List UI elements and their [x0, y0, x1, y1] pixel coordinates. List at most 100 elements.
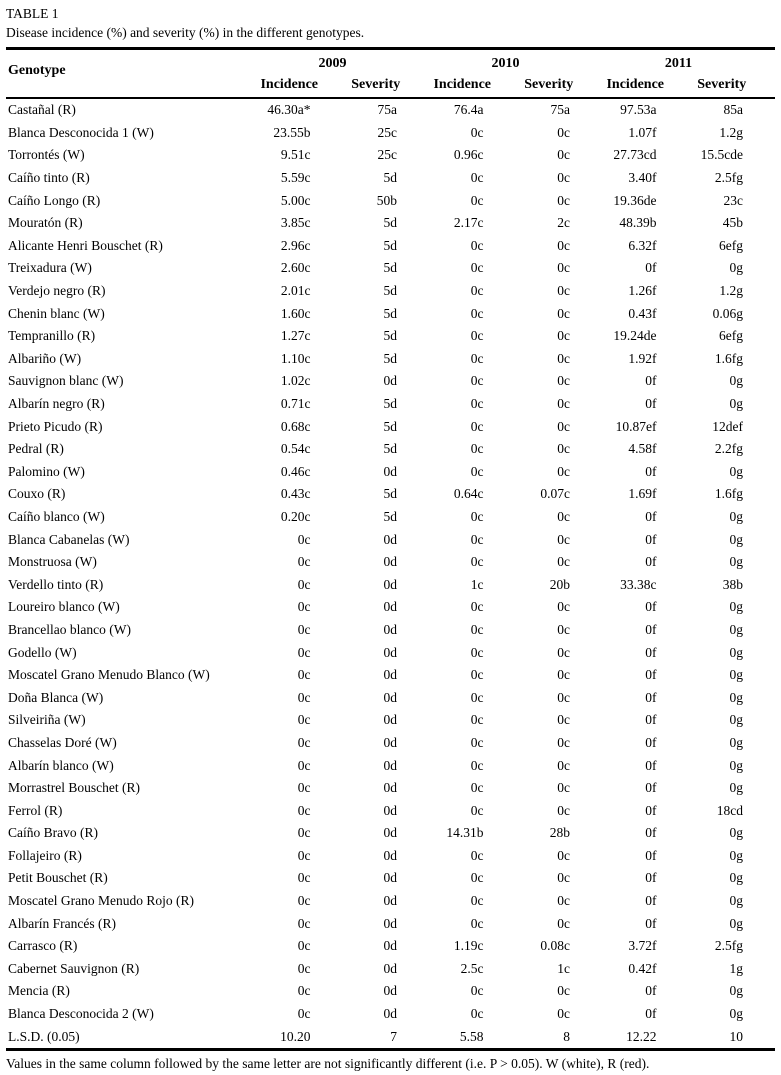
column-header-year-2009: 2009: [318, 56, 347, 71]
value-cell: 0.08c: [540, 938, 570, 954]
table-row: Loureiro blanco (W) 0c 0d 0c 0c 0f 0g: [6, 596, 775, 619]
column-header-severity-2009: Severity: [351, 76, 401, 92]
value-cell: 97.53a: [620, 102, 657, 118]
value-cell: 0c: [470, 893, 484, 909]
value-cell: 0g: [729, 915, 744, 931]
value-cell: 0c: [557, 192, 570, 208]
value-cell: 0c: [297, 1006, 311, 1022]
genotype-cell: Caíño tinto (R): [8, 170, 90, 186]
value-cell: 0c: [297, 780, 311, 796]
value-cell: 0c: [297, 734, 311, 750]
value-cell: 0c: [297, 712, 311, 728]
value-cell: 2.5c: [460, 960, 484, 976]
value-cell: 0c: [557, 418, 570, 434]
value-cell: 0c: [557, 260, 570, 276]
value-cell: 1c: [470, 576, 484, 592]
value-cell: 12.22: [626, 1028, 657, 1044]
value-cell: 0g: [729, 260, 744, 276]
value-cell: 0c: [557, 508, 570, 524]
value-cell: 2c: [557, 215, 570, 231]
value-cell: 0g: [729, 1006, 744, 1022]
genotype-cell: Mouratón (R): [8, 215, 83, 231]
value-cell: 0f: [645, 915, 657, 931]
value-cell: 0c: [557, 147, 570, 163]
value-cell: 10.20: [280, 1028, 311, 1044]
value-cell: 0f: [645, 1006, 657, 1022]
value-cell: 0c: [470, 260, 484, 276]
value-cell: 5d: [383, 170, 398, 186]
genotype-cell: Couxo (R): [8, 486, 66, 502]
genotype-cell: Doña Blanca (W): [8, 689, 104, 705]
value-cell: 0f: [645, 757, 657, 773]
value-cell: 5d: [383, 328, 398, 344]
value-cell: 15.5cde: [700, 147, 744, 163]
value-cell: 2.60c: [280, 260, 311, 276]
table-header: Genotype 2009 2010 2011 Incidence Severit…: [6, 49, 776, 98]
table-row: Moscatel Grano Menudo Rojo (R) 0c 0d 0c 0c 0f…: [6, 890, 775, 913]
value-cell: 0f: [645, 508, 657, 524]
value-cell: 0d: [383, 554, 398, 570]
value-cell: 27.73cd: [613, 147, 657, 163]
table-row: Caíño blanco (W) 0.20c 5d 0c 0c 0f 0g: [6, 506, 775, 529]
value-cell: 0.42f: [628, 960, 657, 976]
value-cell: 0c: [557, 983, 570, 999]
value-cell: 0d: [383, 847, 398, 863]
value-cell: 75a: [550, 102, 571, 118]
value-cell: 0c: [557, 1006, 570, 1022]
value-cell: 0c: [470, 667, 484, 683]
genotype-cell: Mencia (R): [8, 983, 70, 999]
value-cell: 0c: [470, 531, 484, 547]
value-cell: 0d: [383, 734, 398, 750]
value-cell: 0c: [470, 283, 484, 299]
value-cell: 3.85c: [280, 215, 311, 231]
genotype-cell: Albarín blanco (W): [8, 757, 114, 773]
value-cell: 0d: [383, 1006, 398, 1022]
value-cell: 3.40f: [628, 170, 657, 186]
table-footnote: Values in the same column followed by th…: [6, 1055, 650, 1071]
table-row: Tempranillo (R) 1.27c 5d 0c 0c 19.24de 6efg: [6, 325, 775, 348]
value-cell: 0d: [383, 960, 398, 976]
value-cell: 0g: [729, 712, 744, 728]
value-cell: 0g: [729, 599, 744, 615]
value-cell: 0c: [297, 621, 311, 637]
value-cell: 2.96c: [280, 237, 311, 253]
table-row: Ferrol (R) 0c 0d 0c 0c 0f 18cd: [6, 799, 775, 822]
table-row: Albarín negro (R) 0.71c 5d 0c 0c 0f 0g: [6, 393, 775, 416]
value-cell: 1.27c: [280, 328, 311, 344]
genotype-cell: Albarín Francés (R): [8, 915, 116, 931]
value-cell: 0c: [557, 893, 570, 909]
value-cell: 5d: [383, 486, 398, 502]
table-row: Blanca Desconocida 1 (W) 23.55b 25c 0c 0c 1.0…: [6, 122, 775, 145]
value-cell: 0g: [729, 508, 744, 524]
value-cell: 0d: [383, 825, 398, 841]
table-row: Godello (W) 0c 0d 0c 0c 0f 0g: [6, 641, 775, 664]
value-cell: 5.00c: [280, 192, 311, 208]
value-cell: 0f: [645, 734, 657, 750]
value-cell: 18cd: [716, 802, 744, 818]
genotype-cell: Sauvignon blanc (W): [8, 373, 124, 389]
value-cell: 10: [729, 1028, 744, 1044]
genotype-cell: Castañal (R): [8, 102, 76, 118]
table-row: Albarín Francés (R) 0c 0d 0c 0c 0f 0g: [6, 912, 775, 935]
table-row: Mouratón (R) 3.85c 5d 2.17c 2c 48.39b 45b: [6, 212, 775, 235]
value-cell: 10.87ef: [615, 418, 657, 434]
table-row: Carrasco (R) 0c 0d 1.19c 0.08c 3.72f 2.5fg: [6, 935, 775, 958]
table-row: Follajeiro (R) 0c 0d 0c 0c 0f 0g: [6, 845, 775, 868]
value-cell: 0c: [470, 983, 484, 999]
value-cell: 8: [563, 1028, 570, 1044]
table-row: Verdello tinto (R) 0c 0d 1c 20b 33.38c 38b: [6, 573, 775, 596]
value-cell: 0c: [557, 441, 570, 457]
genotype-cell: Albariño (W): [8, 350, 82, 366]
genotype-cell: Moscatel Grano Menudo Blanco (W): [8, 667, 210, 683]
value-cell: 0g: [729, 667, 744, 683]
value-cell: 5d: [383, 508, 398, 524]
value-cell: 0g: [729, 463, 744, 479]
genotype-cell: Albarín negro (R): [8, 396, 105, 412]
genotype-cell: Ferrol (R): [8, 802, 63, 818]
value-cell: 2.17c: [453, 215, 484, 231]
value-cell: 0c: [470, 870, 484, 886]
value-cell: 3.72f: [628, 938, 657, 954]
value-cell: 0c: [557, 780, 570, 796]
value-cell: 0g: [729, 373, 744, 389]
